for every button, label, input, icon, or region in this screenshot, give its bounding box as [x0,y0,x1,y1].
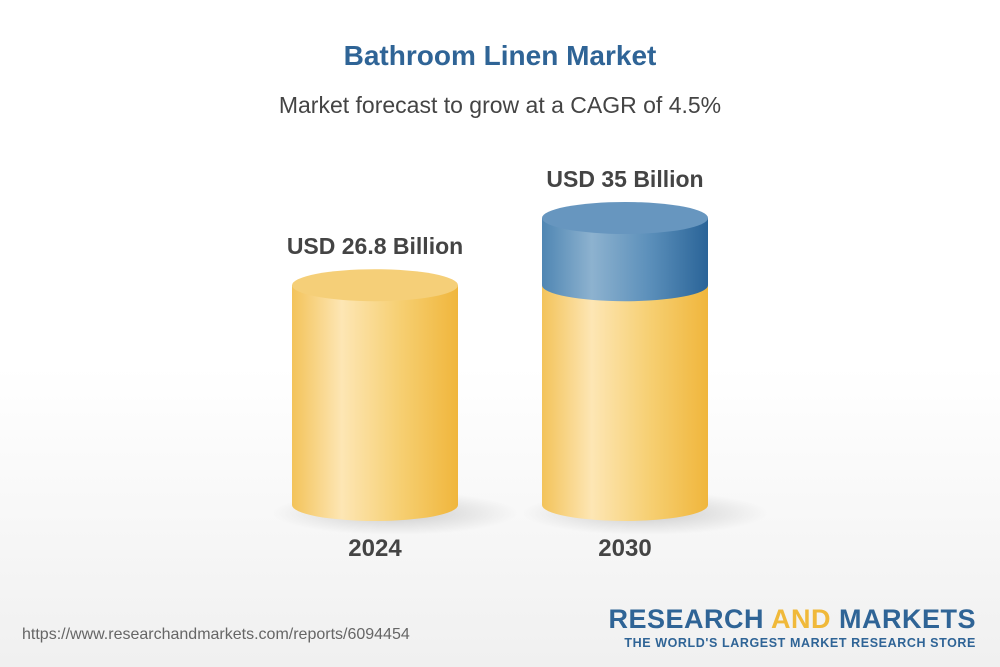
data-label: USD 35 Billion [546,166,703,192]
bar-base-2030 [542,285,708,521]
category-label: 2030 [598,535,651,562]
bar-growth-2030 [542,218,708,302]
bar-top-2030 [542,202,708,234]
research-and-markets-logo: RESEARCH AND MARKETS THE WORLD'S LARGEST… [608,604,976,650]
chart-title: Bathroom Linen Market [343,40,657,71]
source-url[interactable]: https://www.researchandmarkets.com/repor… [22,626,410,643]
logo-text-and: AND [771,604,831,634]
category-label: 2024 [348,535,402,562]
bar-2024 [292,285,458,521]
data-label: USD 26.8 Billion [287,233,463,259]
chart-subtitle: Market forecast to grow at a CAGR of 4.5… [278,92,722,118]
logo-text: RESEARCH [608,604,771,634]
logo-tagline: THE WORLD'S LARGEST MARKET RESEARCH STOR… [624,636,976,650]
logo-text: MARKETS [831,604,976,634]
bar-top-2024 [292,269,458,302]
